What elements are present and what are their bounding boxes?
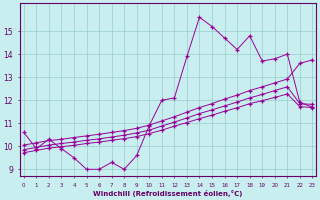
X-axis label: Windchill (Refroidissement éolien,°C): Windchill (Refroidissement éolien,°C) [93, 190, 243, 197]
